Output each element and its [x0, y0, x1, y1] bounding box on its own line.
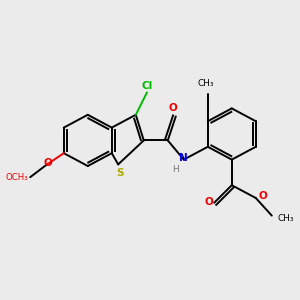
Text: O: O	[44, 158, 52, 168]
Text: S: S	[116, 168, 124, 178]
Text: H: H	[172, 165, 179, 174]
Text: O: O	[204, 197, 213, 207]
Text: N: N	[179, 153, 188, 163]
Text: OCH₃: OCH₃	[5, 173, 28, 182]
Text: Cl: Cl	[141, 81, 153, 91]
Text: O: O	[258, 191, 267, 201]
Text: O: O	[169, 103, 178, 113]
Text: CH₃: CH₃	[278, 214, 294, 223]
Text: CH₃: CH₃	[198, 79, 214, 88]
